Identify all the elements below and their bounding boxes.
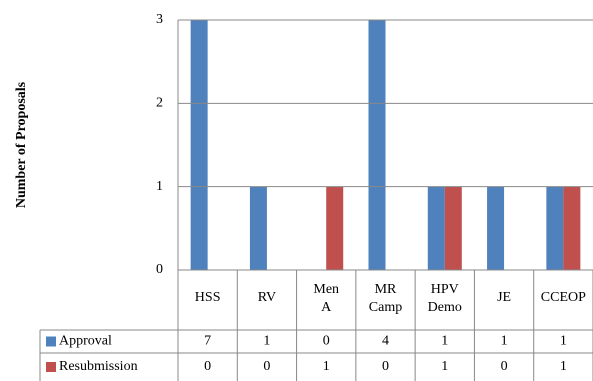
- bar: [563, 186, 581, 270]
- legend-label: Resubmission: [59, 359, 138, 374]
- y-tick-label: 0: [156, 262, 163, 277]
- table-value: 1: [560, 359, 567, 374]
- legend-label: Approval: [59, 334, 112, 349]
- bar: [190, 20, 208, 270]
- x-tick-label-line: A: [321, 300, 332, 315]
- table-value: 0: [323, 334, 330, 349]
- bar: [368, 20, 386, 270]
- legend-swatch: [46, 336, 56, 347]
- y-tick-label: 1: [156, 179, 163, 194]
- x-tick-label-line: Camp: [369, 300, 402, 315]
- table-value: 1: [560, 334, 567, 349]
- table-value: 1: [501, 334, 508, 349]
- x-tick-label: CCEOP: [541, 290, 586, 305]
- x-tick-label-line: MR: [375, 282, 397, 297]
- bar: [427, 186, 445, 270]
- x-tick-label-line: Demo: [428, 300, 462, 315]
- table-value: 1: [441, 359, 448, 374]
- y-axis-label: Number of Proposals: [14, 81, 29, 208]
- bar: [487, 186, 505, 270]
- legend-swatch: [46, 362, 56, 372]
- table-value: 1: [263, 334, 270, 349]
- bar: [444, 186, 462, 270]
- table-value: 4: [382, 334, 389, 349]
- x-tick-label-line: Men: [313, 282, 339, 297]
- x-tick-label-line: HPV: [431, 282, 459, 297]
- x-tick-label: RV: [258, 290, 276, 305]
- y-tick-label: 2: [156, 96, 163, 111]
- x-tick-label: HPV Demo: [428, 282, 462, 315]
- table-value: 1: [441, 334, 448, 349]
- bar: [249, 186, 267, 270]
- bar: [546, 186, 564, 270]
- x-tick-label: MR Camp: [369, 282, 402, 315]
- table-value: 1: [323, 359, 330, 374]
- x-tick-label: Men A: [313, 282, 339, 315]
- table-value: 0: [501, 359, 508, 374]
- table-value: 0: [204, 359, 211, 374]
- x-tick-label: HSS: [195, 290, 221, 305]
- x-tick-label: JE: [497, 290, 511, 305]
- bars: [190, 20, 581, 270]
- table-value: 0: [382, 359, 389, 374]
- table-value: 7: [204, 334, 211, 349]
- bar: [326, 186, 344, 270]
- table-value: 0: [263, 359, 270, 374]
- y-tick-label: 3: [156, 12, 163, 27]
